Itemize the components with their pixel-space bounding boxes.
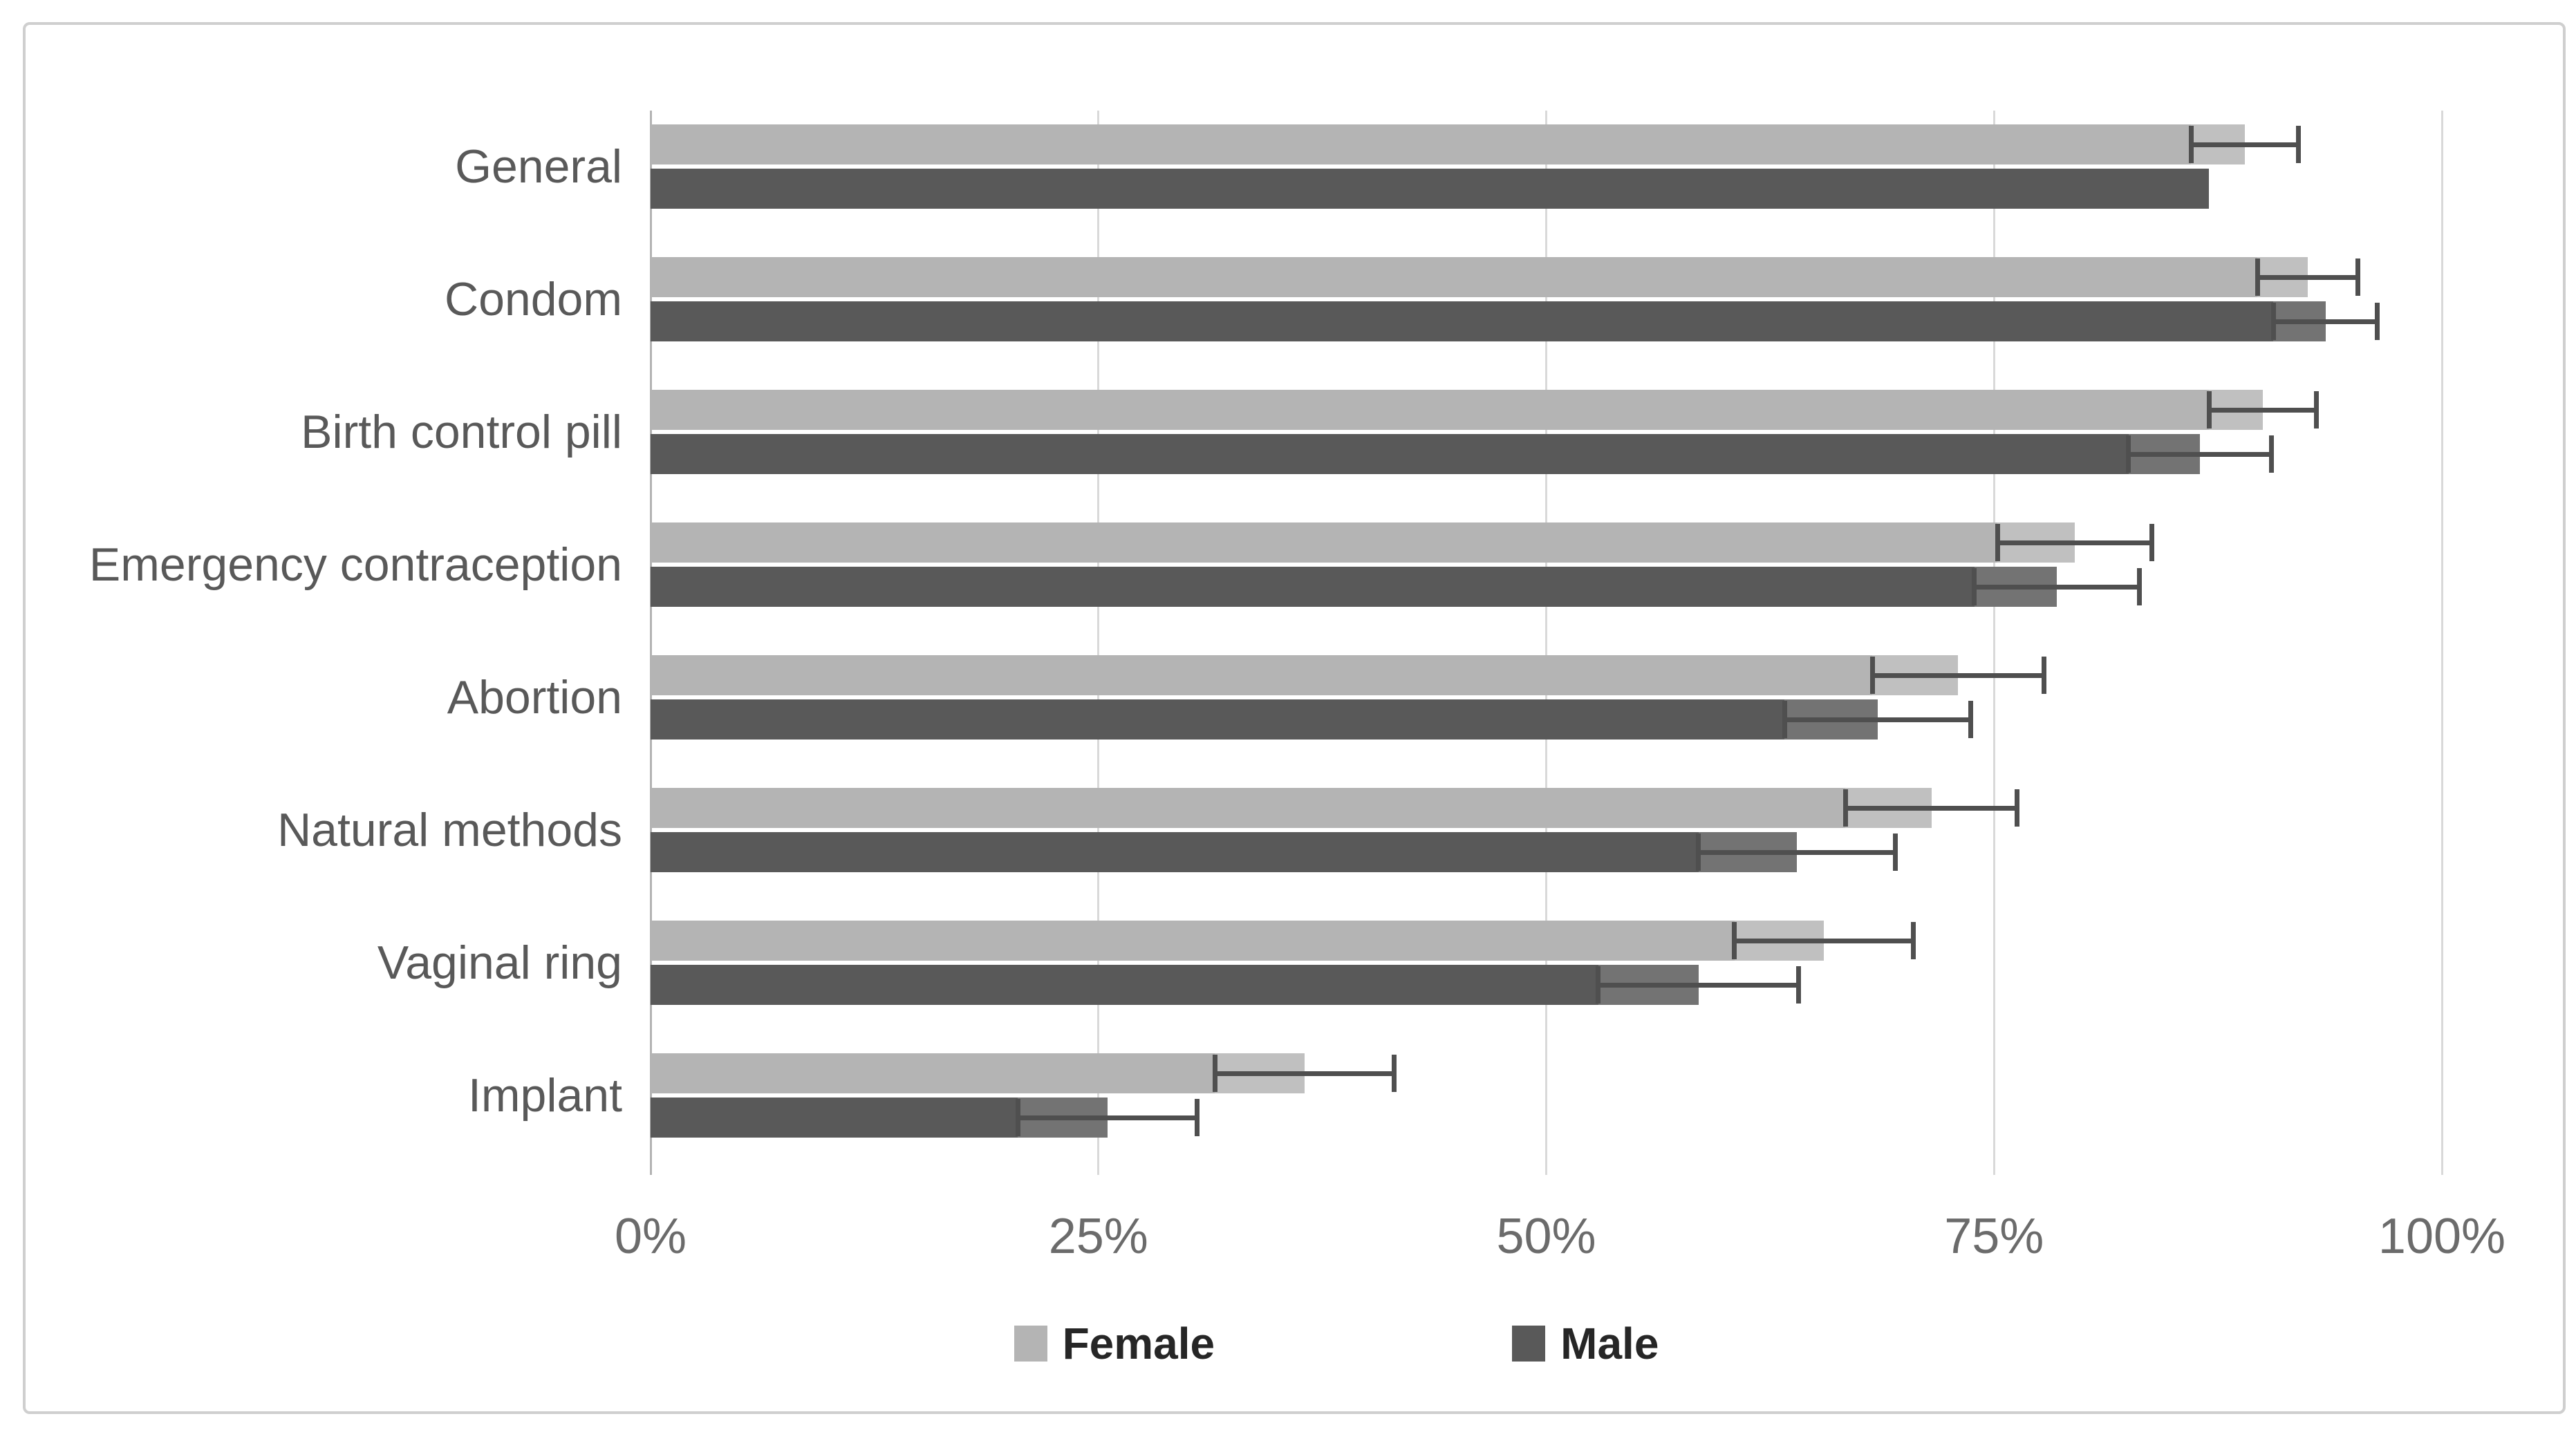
error-bar-cap-high (2296, 126, 2302, 163)
error-bar-cap-low (1995, 524, 2000, 561)
gridline-75% (1992, 111, 1995, 1175)
error-bar-cap-high (2042, 657, 2047, 694)
category-label-abortion: Abortion (447, 671, 622, 724)
error-bar-line (1997, 540, 2152, 545)
error-bar-cap-high (2149, 524, 2154, 561)
error-bar-cap-high (1968, 701, 1974, 738)
legend: Female Male (48, 1315, 2576, 1373)
error-bar-line (1734, 938, 1914, 943)
error-bar-cap-low (1732, 922, 1737, 959)
error-bar-cap-high (1893, 833, 1898, 871)
gridline-25% (1097, 111, 1100, 1175)
error-bar-cap-low (2206, 391, 2212, 428)
error-bar-cap-low (2255, 258, 2260, 296)
error-bar-cap-low (1842, 789, 1848, 827)
female-bar-emergency-contraception (651, 522, 2075, 563)
error-bar-cap-low (1212, 1055, 1217, 1092)
male-bar-abortion (651, 699, 1878, 740)
error-bar-cap-low (1696, 833, 1701, 871)
error-bar-cap-low (1869, 657, 1875, 694)
male-bar-vaginal-ring (651, 965, 1699, 1005)
category-label-natural-methods: Natural methods (277, 804, 622, 856)
female-bar-condom (651, 257, 2308, 297)
error-bar-line (1215, 1071, 1394, 1076)
error-bar-cap-low (1972, 568, 1977, 605)
error-bar-line (1974, 584, 2140, 590)
male-bar-general (651, 169, 2210, 209)
male-bar-condom (651, 301, 2326, 341)
error-bar-cap-high (2375, 303, 2380, 340)
legend-label-male: Male (1560, 1319, 1659, 1368)
female-bar-natural-methods (651, 788, 1932, 828)
error-bar-line (1845, 805, 2017, 811)
error-bar-line (2257, 274, 2358, 280)
category-label-emergency-contraception: Emergency contraception (88, 538, 622, 591)
x-tick-label-100%: 100% (2378, 1209, 2506, 1264)
error-bar-cap-high (2136, 568, 2142, 605)
error-bar-cap-low (2188, 126, 2194, 163)
error-bar-line (1018, 1115, 1197, 1120)
male-bar-natural-methods (651, 832, 1798, 872)
error-bar-line (2273, 319, 2378, 324)
female-bar-implant (651, 1053, 1305, 1093)
male-bar-birth-control-pill (651, 434, 2201, 474)
error-bar-cap-high (2269, 435, 2275, 473)
female-series-swatch (1014, 1326, 1047, 1362)
gridline-0% (649, 111, 652, 1175)
error-bar-line (2128, 451, 2272, 457)
error-bar-cap-high (1194, 1099, 1200, 1136)
female-bar-general (651, 124, 2245, 164)
error-bar-cap-high (1391, 1055, 1397, 1092)
error-bar-cap-low (1015, 1099, 1020, 1136)
legend-label-female: Female (1062, 1319, 1215, 1368)
category-label-general: General (455, 140, 622, 193)
x-tick-label-25%: 25% (1048, 1209, 1148, 1264)
category-label-implant: Implant (468, 1069, 622, 1122)
error-bar-cap-high (2355, 258, 2360, 296)
female-bar-vaginal-ring (651, 921, 1824, 961)
category-label-condom: Condom (444, 273, 622, 326)
female-bar-abortion (651, 655, 1959, 695)
error-bar-line (1784, 717, 1971, 722)
error-bar-cap-low (1782, 701, 1787, 738)
legend-item-male: Male (1512, 1318, 1659, 1369)
error-bar-line (2209, 407, 2317, 413)
error-bar-line (1698, 849, 1896, 855)
x-tick-label-0%: 0% (614, 1209, 687, 1264)
error-bar-cap-high (2015, 789, 2020, 827)
male-series-swatch (1512, 1326, 1546, 1362)
legend-item-female: Female (1014, 1318, 1215, 1369)
female-bar-birth-control-pill (651, 390, 2263, 430)
x-tick-label-50%: 50% (1496, 1209, 1596, 1264)
error-bar-cap-high (1796, 966, 1802, 1004)
x-tick-label-75%: 75% (1944, 1209, 2044, 1264)
error-bar-cap-low (2270, 303, 2276, 340)
error-bar-line (2191, 142, 2299, 147)
error-bar-cap-high (1911, 922, 1916, 959)
error-bar-cap-low (2126, 435, 2131, 473)
gridline-100% (2440, 111, 2443, 1175)
error-bar-cap-low (1596, 966, 1601, 1004)
error-bar-cap-high (2314, 391, 2320, 428)
category-label-birth-control-pill: Birth control pill (301, 406, 622, 458)
gridline-50% (1545, 111, 1547, 1175)
male-bar-emergency-contraception (651, 567, 2057, 607)
error-bar-line (1598, 982, 1799, 988)
error-bar-line (1872, 672, 2044, 678)
category-label-vaginal-ring: Vaginal ring (377, 936, 622, 989)
